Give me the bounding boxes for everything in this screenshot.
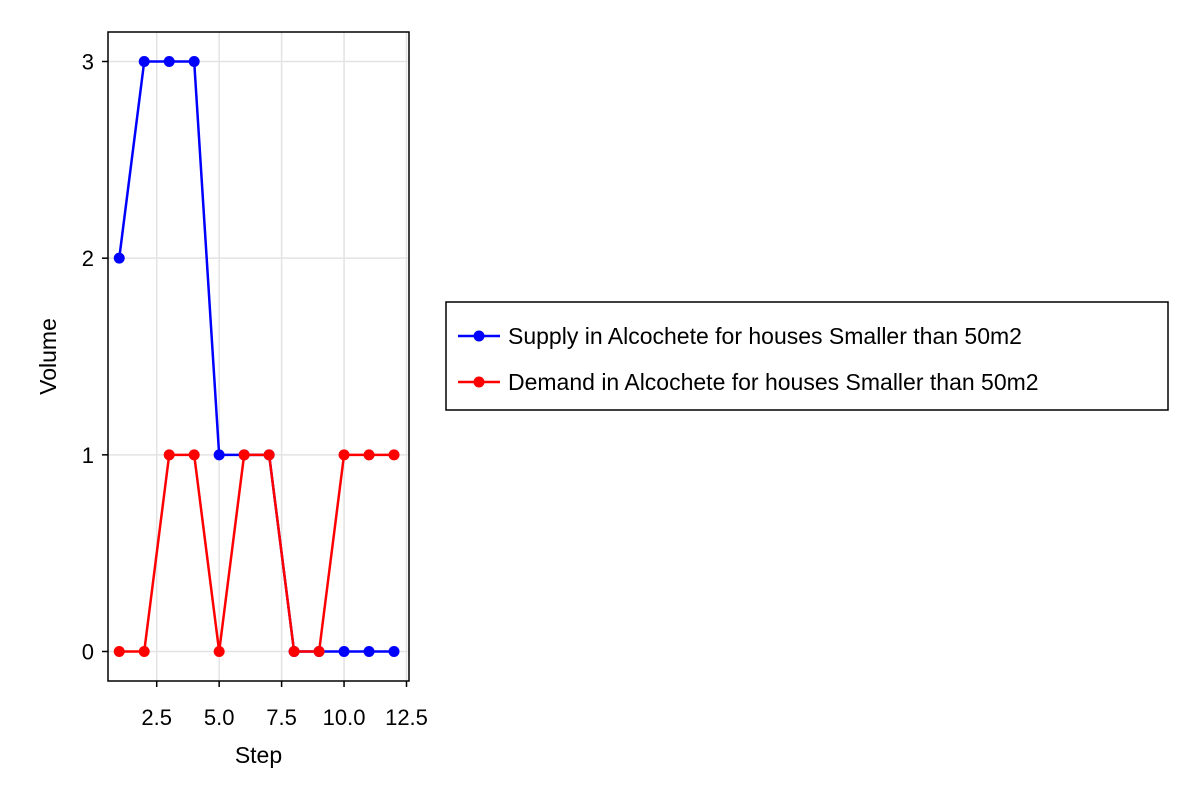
x-tick-label: 2.5 [141, 705, 172, 730]
data-point [113, 252, 125, 264]
data-point [138, 646, 150, 657]
axis-ticks: 2.5 5.0 7.5 10.0 12.5 0 1 2 3 [82, 50, 428, 731]
grid-lines [108, 32, 409, 681]
data-point [163, 56, 175, 67]
legend-items: Supply in Alcochete for houses Smaller t… [458, 323, 1039, 395]
data-point [288, 646, 300, 657]
x-tick-label: 10.0 [323, 705, 366, 730]
y-tick-label: 0 [82, 640, 94, 665]
legend-marker [473, 330, 485, 342]
data-point [338, 646, 350, 657]
legend: Supply in Alcochete for houses Smaller t… [445, 301, 1169, 411]
data-point [313, 646, 325, 657]
y-tick-label: 2 [82, 246, 94, 271]
data-point [113, 646, 125, 657]
legend-label: Demand in Alcochete for houses Smaller t… [508, 369, 1039, 395]
y-axis-title: Volume [35, 318, 61, 395]
series-2 [113, 449, 400, 657]
data-point [213, 449, 225, 461]
x-tick-label: 12.5 [385, 705, 428, 730]
data-point [138, 56, 150, 67]
plot-frame [107, 31, 410, 682]
data-point [188, 56, 200, 67]
data-point [338, 449, 350, 461]
legend-item: Demand in Alcochete for houses Smaller t… [458, 369, 1039, 395]
y-tick-label: 1 [82, 443, 94, 468]
data-point [363, 646, 375, 657]
legend-label: Supply in Alcochete for houses Smaller t… [508, 323, 1022, 349]
legend-item: Supply in Alcochete for houses Smaller t… [458, 323, 1022, 349]
x-tick-label: 7.5 [266, 705, 297, 730]
data-point [388, 646, 400, 657]
series-line [117, 60, 395, 653]
y-tick-label: 3 [82, 50, 94, 75]
series-line [119, 453, 395, 653]
data-point [238, 449, 250, 461]
x-axis-title: Step [235, 742, 282, 768]
data-point [163, 449, 175, 461]
data-point [213, 646, 225, 657]
series-layer [113, 56, 400, 657]
data-point [188, 449, 200, 461]
x-tick-label: 5.0 [204, 705, 235, 730]
data-point [388, 449, 400, 461]
data-point [363, 449, 375, 461]
legend-marker [473, 376, 485, 388]
legend-box [445, 301, 1169, 411]
data-point [263, 449, 275, 461]
